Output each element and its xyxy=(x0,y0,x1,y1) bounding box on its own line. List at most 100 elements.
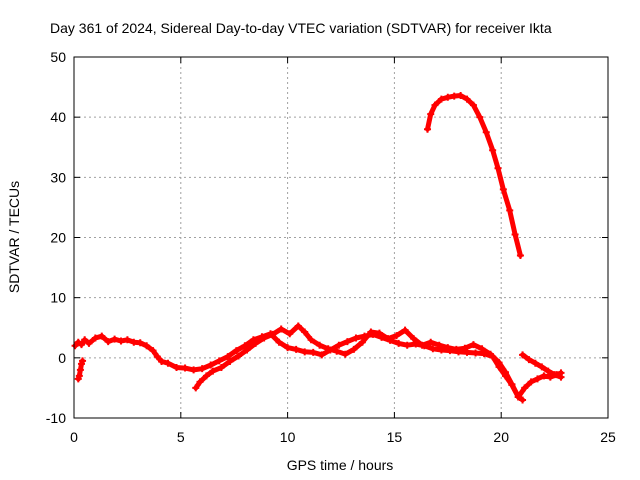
data-point xyxy=(424,125,432,133)
data-point xyxy=(499,185,507,193)
data-point xyxy=(104,338,112,346)
data-point xyxy=(136,339,144,347)
data-point xyxy=(81,336,89,344)
data-point xyxy=(494,164,502,172)
data-point xyxy=(173,363,181,371)
series-points-1 xyxy=(71,330,565,401)
data-point xyxy=(79,357,87,365)
data-point xyxy=(198,365,206,373)
data-point xyxy=(469,101,477,109)
data-point xyxy=(393,332,401,340)
data-point xyxy=(196,378,204,386)
data-point xyxy=(202,372,210,380)
data-point xyxy=(269,330,277,338)
series-points-4 xyxy=(519,351,565,381)
data-point xyxy=(534,375,542,383)
data-point xyxy=(85,339,93,347)
data-point xyxy=(544,367,552,375)
data-point xyxy=(506,206,514,214)
data-point xyxy=(410,335,418,343)
y-tick-label: 10 xyxy=(50,290,66,306)
data-point xyxy=(123,336,131,344)
data-point xyxy=(307,336,315,344)
data-point xyxy=(335,341,343,349)
data-point xyxy=(403,341,411,349)
y-axis-label: SDTVAR / TECUs xyxy=(6,181,22,293)
data-series xyxy=(71,92,565,404)
data-point xyxy=(71,342,79,350)
data-point xyxy=(489,146,497,154)
data-point xyxy=(158,357,166,365)
data-point xyxy=(91,334,99,342)
data-point xyxy=(164,359,172,367)
series-points-2 xyxy=(424,92,524,260)
data-point xyxy=(511,230,519,238)
data-point xyxy=(540,372,548,380)
plot-frame xyxy=(73,56,609,419)
data-point xyxy=(286,330,294,338)
data-point xyxy=(294,322,302,330)
y-tick-label: -10 xyxy=(46,410,66,426)
data-point xyxy=(324,345,332,353)
series-points-3 xyxy=(192,322,527,404)
data-point xyxy=(375,329,383,337)
data-point xyxy=(444,344,452,352)
data-point xyxy=(429,345,437,353)
data-point xyxy=(463,95,471,103)
data-point xyxy=(461,344,469,352)
data-point xyxy=(292,345,300,353)
data-point xyxy=(232,347,240,355)
data-point xyxy=(117,337,125,345)
data-point xyxy=(224,353,232,361)
data-point xyxy=(557,373,565,381)
data-point xyxy=(143,342,151,350)
data-point xyxy=(427,338,435,346)
data-point xyxy=(343,338,351,346)
data-point xyxy=(318,351,326,359)
data-point xyxy=(437,95,445,103)
x-tick-label: 10 xyxy=(280,429,296,445)
data-point xyxy=(252,339,260,347)
x-tick-label: 5 xyxy=(177,429,185,445)
data-point xyxy=(384,335,392,343)
data-point xyxy=(427,110,435,118)
data-point xyxy=(367,328,375,336)
data-point xyxy=(309,348,317,356)
data-point xyxy=(209,367,217,375)
data-point xyxy=(341,350,349,358)
x-axis-label: GPS time / hours xyxy=(287,457,394,473)
data-point xyxy=(478,345,486,353)
data-point xyxy=(519,351,527,359)
data-point xyxy=(153,353,161,361)
data-point xyxy=(435,341,443,349)
data-point xyxy=(487,350,495,358)
data-point xyxy=(521,384,529,392)
data-point xyxy=(482,128,490,136)
data-point xyxy=(527,378,535,386)
data-point xyxy=(501,368,509,376)
data-point xyxy=(277,325,285,333)
data-point xyxy=(395,339,403,347)
data-point xyxy=(260,334,268,342)
series-line-2 xyxy=(425,93,523,258)
data-point xyxy=(217,363,225,371)
data-point xyxy=(531,359,539,367)
data-point xyxy=(472,349,480,357)
data-point xyxy=(190,366,198,374)
data-point xyxy=(215,357,223,365)
chart-title: Day 361 of 2024, Sidereal Day-to-day VTE… xyxy=(50,20,552,36)
data-point xyxy=(77,341,85,349)
data-point xyxy=(444,93,452,101)
data-point xyxy=(243,346,251,354)
data-point xyxy=(241,342,249,350)
data-point xyxy=(234,352,242,360)
data-point xyxy=(130,338,138,346)
data-point xyxy=(508,380,516,388)
data-point xyxy=(469,341,477,349)
series-points-5 xyxy=(74,357,87,383)
data-point xyxy=(514,393,522,401)
data-point xyxy=(350,345,358,353)
data-point xyxy=(301,328,309,336)
data-point xyxy=(207,361,215,369)
